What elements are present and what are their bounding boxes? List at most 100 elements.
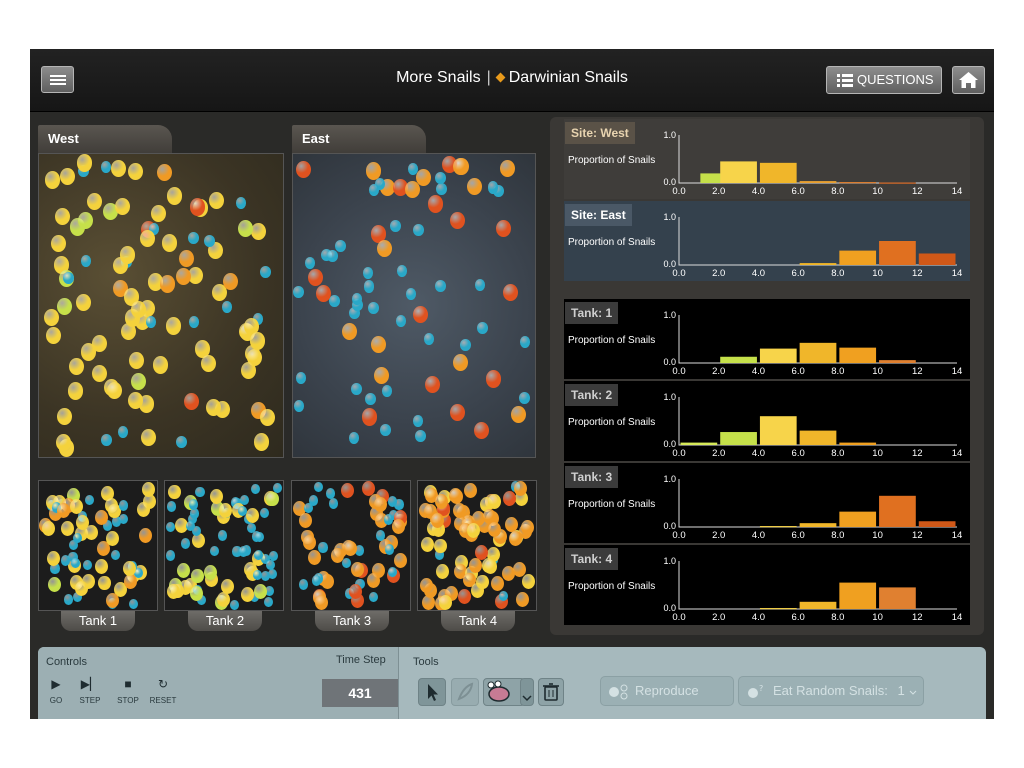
bar (700, 173, 738, 183)
snail (166, 317, 182, 335)
snail (59, 167, 75, 185)
graph-title: Tank: 1 (565, 302, 619, 324)
add-snail-tool-button[interactable] (483, 678, 525, 706)
svg-text:?: ? (759, 684, 763, 693)
y-tick-label: 0.0 (663, 439, 676, 449)
reset-label: RESET (149, 696, 177, 705)
tools-title: Tools (413, 656, 439, 668)
trash-tool-button[interactable] (538, 678, 564, 706)
page-title: More Snails | Darwinian Snails (30, 69, 994, 87)
snail (501, 566, 515, 582)
x-tick-label: 6.0 (792, 268, 805, 279)
bar (720, 161, 757, 183)
x-tick-label: 12 (912, 612, 923, 623)
snail (393, 552, 407, 568)
snail (295, 372, 307, 385)
tank-2[interactable] (164, 480, 284, 611)
snail (222, 272, 238, 290)
snail (50, 563, 60, 574)
step-button[interactable]: ▶▏ STEP (75, 677, 105, 705)
snail (453, 353, 469, 371)
snail (150, 204, 166, 222)
stop-button[interactable]: ■ STOP (113, 677, 143, 705)
y-tick-label: 1.0 (663, 130, 676, 140)
snail (519, 392, 530, 405)
east-environment[interactable] (292, 153, 536, 458)
snail (458, 589, 472, 605)
snail (113, 582, 127, 598)
bar (918, 253, 956, 265)
bar (759, 526, 797, 528)
snail (483, 559, 497, 575)
graph-title: Tank: 2 (565, 384, 619, 406)
stop-icon: ■ (124, 677, 132, 691)
tab-west: West (38, 125, 172, 155)
x-tick-label: 12 (912, 530, 923, 541)
graph-3: Tank: 1 Proportion of Snails 1.0 0.0 0.0 2.0 4… (564, 299, 970, 379)
snail (103, 203, 119, 221)
snail (373, 496, 387, 512)
snail (519, 336, 530, 349)
west-environment[interactable] (38, 153, 284, 458)
graph-5: Tank: 3 Proportion of Snails 1.0 0.0 0.0 2.0 4… (564, 463, 970, 543)
snail (308, 550, 322, 566)
snail (371, 225, 387, 243)
tool-dropdown-button[interactable] (520, 678, 534, 706)
snail (252, 313, 264, 326)
graph-ylabel: Proportion of Snails (568, 155, 656, 166)
snail (212, 284, 228, 302)
bar (759, 162, 797, 183)
timestep-value: 431 (322, 679, 398, 707)
home-button[interactable] (952, 66, 985, 94)
eat-random-snails-button[interactable]: ? Eat Random Snails: 1 (738, 676, 924, 706)
snail (299, 512, 313, 528)
snail (105, 593, 119, 609)
west-label: West (48, 131, 79, 146)
snail (502, 283, 518, 301)
snail (449, 403, 465, 422)
snail (216, 591, 230, 607)
snail (260, 265, 271, 278)
reset-button[interactable]: ↻ RESET (148, 677, 178, 705)
snail (407, 162, 419, 175)
snail (210, 488, 224, 504)
snail (85, 524, 99, 540)
snail (439, 594, 453, 610)
title-prefix: More Snails (396, 69, 481, 86)
snail (131, 300, 147, 319)
snail (448, 488, 462, 504)
eat-value[interactable]: 1 (897, 683, 905, 698)
tank-1[interactable] (38, 480, 158, 611)
snail (238, 220, 254, 238)
snail (205, 399, 221, 417)
questions-button[interactable]: QUESTIONS (826, 66, 942, 94)
snail (141, 481, 155, 497)
snail (395, 314, 407, 327)
title-main: Darwinian Snails (508, 69, 628, 86)
menu-button[interactable] (41, 66, 74, 93)
feather-tool-button[interactable] (451, 678, 479, 706)
snail (188, 513, 198, 525)
snail (232, 546, 242, 557)
snail (134, 567, 144, 579)
snail (184, 392, 200, 411)
snail (413, 223, 424, 236)
snail (221, 578, 235, 594)
go-button[interactable]: ▶ GO (41, 677, 71, 705)
graph-ylabel: Proportion of Snails (568, 499, 656, 510)
snail (330, 547, 344, 563)
snail (493, 185, 504, 198)
snail (188, 316, 199, 329)
snail (69, 499, 83, 515)
snail (165, 550, 175, 561)
snail (121, 322, 137, 340)
x-tick-label: 14 (952, 448, 963, 459)
snail (315, 595, 329, 610)
tank-3[interactable] (291, 480, 411, 611)
tank-4[interactable] (417, 480, 537, 611)
app-window: More Snails | Darwinian Snails QUESTIONS W… (30, 49, 994, 719)
reproduce-button[interactable]: Reproduce (600, 676, 734, 706)
select-tool-button[interactable] (418, 678, 446, 706)
x-tick-label: 4.0 (752, 268, 765, 279)
snail (260, 570, 270, 581)
